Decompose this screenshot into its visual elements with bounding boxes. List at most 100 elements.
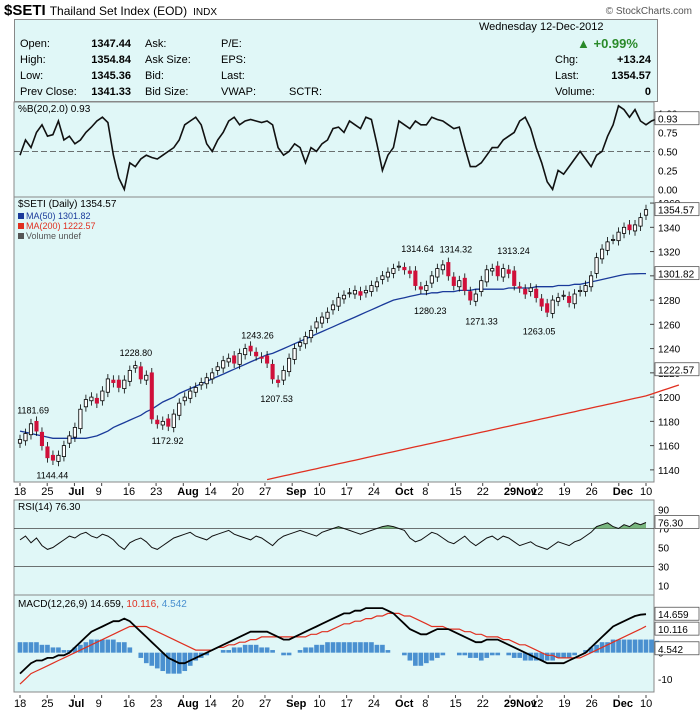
- candle: [243, 348, 248, 356]
- legend-entry: Volume undef: [26, 231, 82, 241]
- macd-histogram-bar: [94, 639, 100, 653]
- candle: [567, 296, 572, 303]
- candle: [347, 292, 352, 295]
- candle: [226, 357, 231, 363]
- percent-b-tick-label: 0.75: [658, 128, 678, 139]
- candle: [133, 365, 138, 369]
- x-axis-label-bottom: 9: [96, 698, 102, 710]
- candle: [341, 294, 347, 300]
- candle: [512, 270, 517, 286]
- macd-histogram-bar: [259, 647, 264, 653]
- x-axis-label-bottom: 25: [41, 698, 53, 710]
- candle: [56, 454, 61, 462]
- candle: [418, 286, 423, 290]
- macd-histogram-bar: [347, 642, 352, 653]
- candle: [402, 266, 407, 271]
- candle: [193, 387, 198, 393]
- x-axis-label-bottom: 12: [531, 698, 543, 710]
- price-tick-label: 1200: [658, 393, 681, 404]
- macd-histogram-bar: [517, 652, 523, 658]
- legend-swatch: [18, 213, 24, 219]
- percent-b-tick-label: 0.25: [658, 166, 678, 177]
- candle: [182, 396, 187, 402]
- macd-histogram-bar: [555, 652, 561, 658]
- candle: [67, 435, 72, 444]
- macd-histogram-bar: [226, 650, 232, 653]
- candle: [319, 316, 325, 324]
- macd-histogram-bar: [429, 652, 435, 661]
- macd-histogram-bar: [111, 639, 116, 653]
- x-axis-label-bottom: 23: [150, 698, 162, 710]
- price-tick-label: 1280: [658, 296, 681, 307]
- candle: [292, 348, 297, 360]
- macd-histogram-bar: [402, 652, 407, 656]
- candle: [369, 285, 374, 292]
- candle: [572, 293, 577, 305]
- macd-histogram-bar: [105, 639, 111, 653]
- macd-histogram-bar: [264, 647, 270, 653]
- candle: [495, 265, 500, 277]
- candle: [550, 299, 555, 314]
- price-annotation: 1144.44: [36, 470, 68, 480]
- macd-histogram-bar: [50, 647, 56, 653]
- rsi-tick-label: 90: [658, 506, 670, 517]
- macd-histogram-bar: [89, 639, 94, 653]
- candle: [34, 420, 39, 432]
- candle: [45, 446, 50, 459]
- percent-b-tick-label: 0.00: [658, 185, 678, 196]
- rsi-current-label: 76.30: [658, 519, 683, 530]
- x-axis-label-top: 23: [150, 486, 162, 498]
- x-axis-label-top: 22: [477, 486, 489, 498]
- macd-histogram-bar: [610, 639, 616, 653]
- candle: [105, 378, 110, 393]
- candle: [352, 289, 358, 295]
- macd-histogram-bar: [325, 642, 330, 653]
- quote-panel: Wednesday 12-Dec-2012 ▲ +0.99% Open: 134…: [14, 19, 658, 102]
- candle: [621, 226, 627, 234]
- x-axis-label-top: Jul: [68, 486, 84, 498]
- candle: [23, 433, 28, 442]
- macd-histogram-bar: [61, 650, 67, 653]
- macd-histogram-bar: [297, 650, 303, 653]
- candle: [578, 289, 583, 292]
- candle: [61, 445, 66, 457]
- volume-value: 0: [644, 86, 651, 98]
- price-current-label: 1354.57: [658, 206, 695, 217]
- candle: [188, 390, 193, 399]
- macd-histogram-bar: [281, 652, 286, 656]
- rsi-title: RSI(14) 76.30: [18, 502, 81, 513]
- price-tick-label: 1340: [658, 223, 681, 234]
- candle: [358, 291, 363, 296]
- candle: [594, 257, 599, 274]
- up-arrow-icon: ▲: [577, 36, 590, 51]
- candle: [259, 356, 264, 359]
- price-annotation: 1172.92: [152, 436, 184, 446]
- macd-histogram-bar: [286, 652, 292, 656]
- candle: [446, 262, 451, 277]
- x-axis-label-top: 14: [205, 486, 217, 498]
- macd-histogram-bar: [154, 652, 160, 669]
- macd-histogram-bar: [478, 652, 484, 661]
- x-axis-label-bottom: 16: [123, 698, 135, 710]
- x-axis-label-bottom: 27: [259, 698, 271, 710]
- candle: [94, 397, 99, 404]
- macd-histogram-bar: [638, 639, 643, 653]
- candle: [440, 264, 445, 271]
- candle: [523, 288, 528, 295]
- candle: [374, 281, 379, 288]
- low-value: 1345.36: [91, 70, 131, 82]
- candle: [199, 382, 204, 386]
- candle: [473, 293, 478, 302]
- candle: [600, 248, 605, 260]
- macd-histogram-bar: [473, 652, 479, 658]
- quote-date: Wednesday 12-Dec-2012: [479, 21, 604, 33]
- macd-tick-label: -10: [658, 675, 673, 686]
- macd-histogram-bar: [566, 652, 572, 658]
- candle: [462, 277, 467, 291]
- candle: [424, 285, 429, 291]
- candle: [517, 286, 522, 289]
- x-axis-label-bottom: 19: [558, 698, 570, 710]
- candle: [127, 370, 132, 382]
- candle: [138, 366, 143, 380]
